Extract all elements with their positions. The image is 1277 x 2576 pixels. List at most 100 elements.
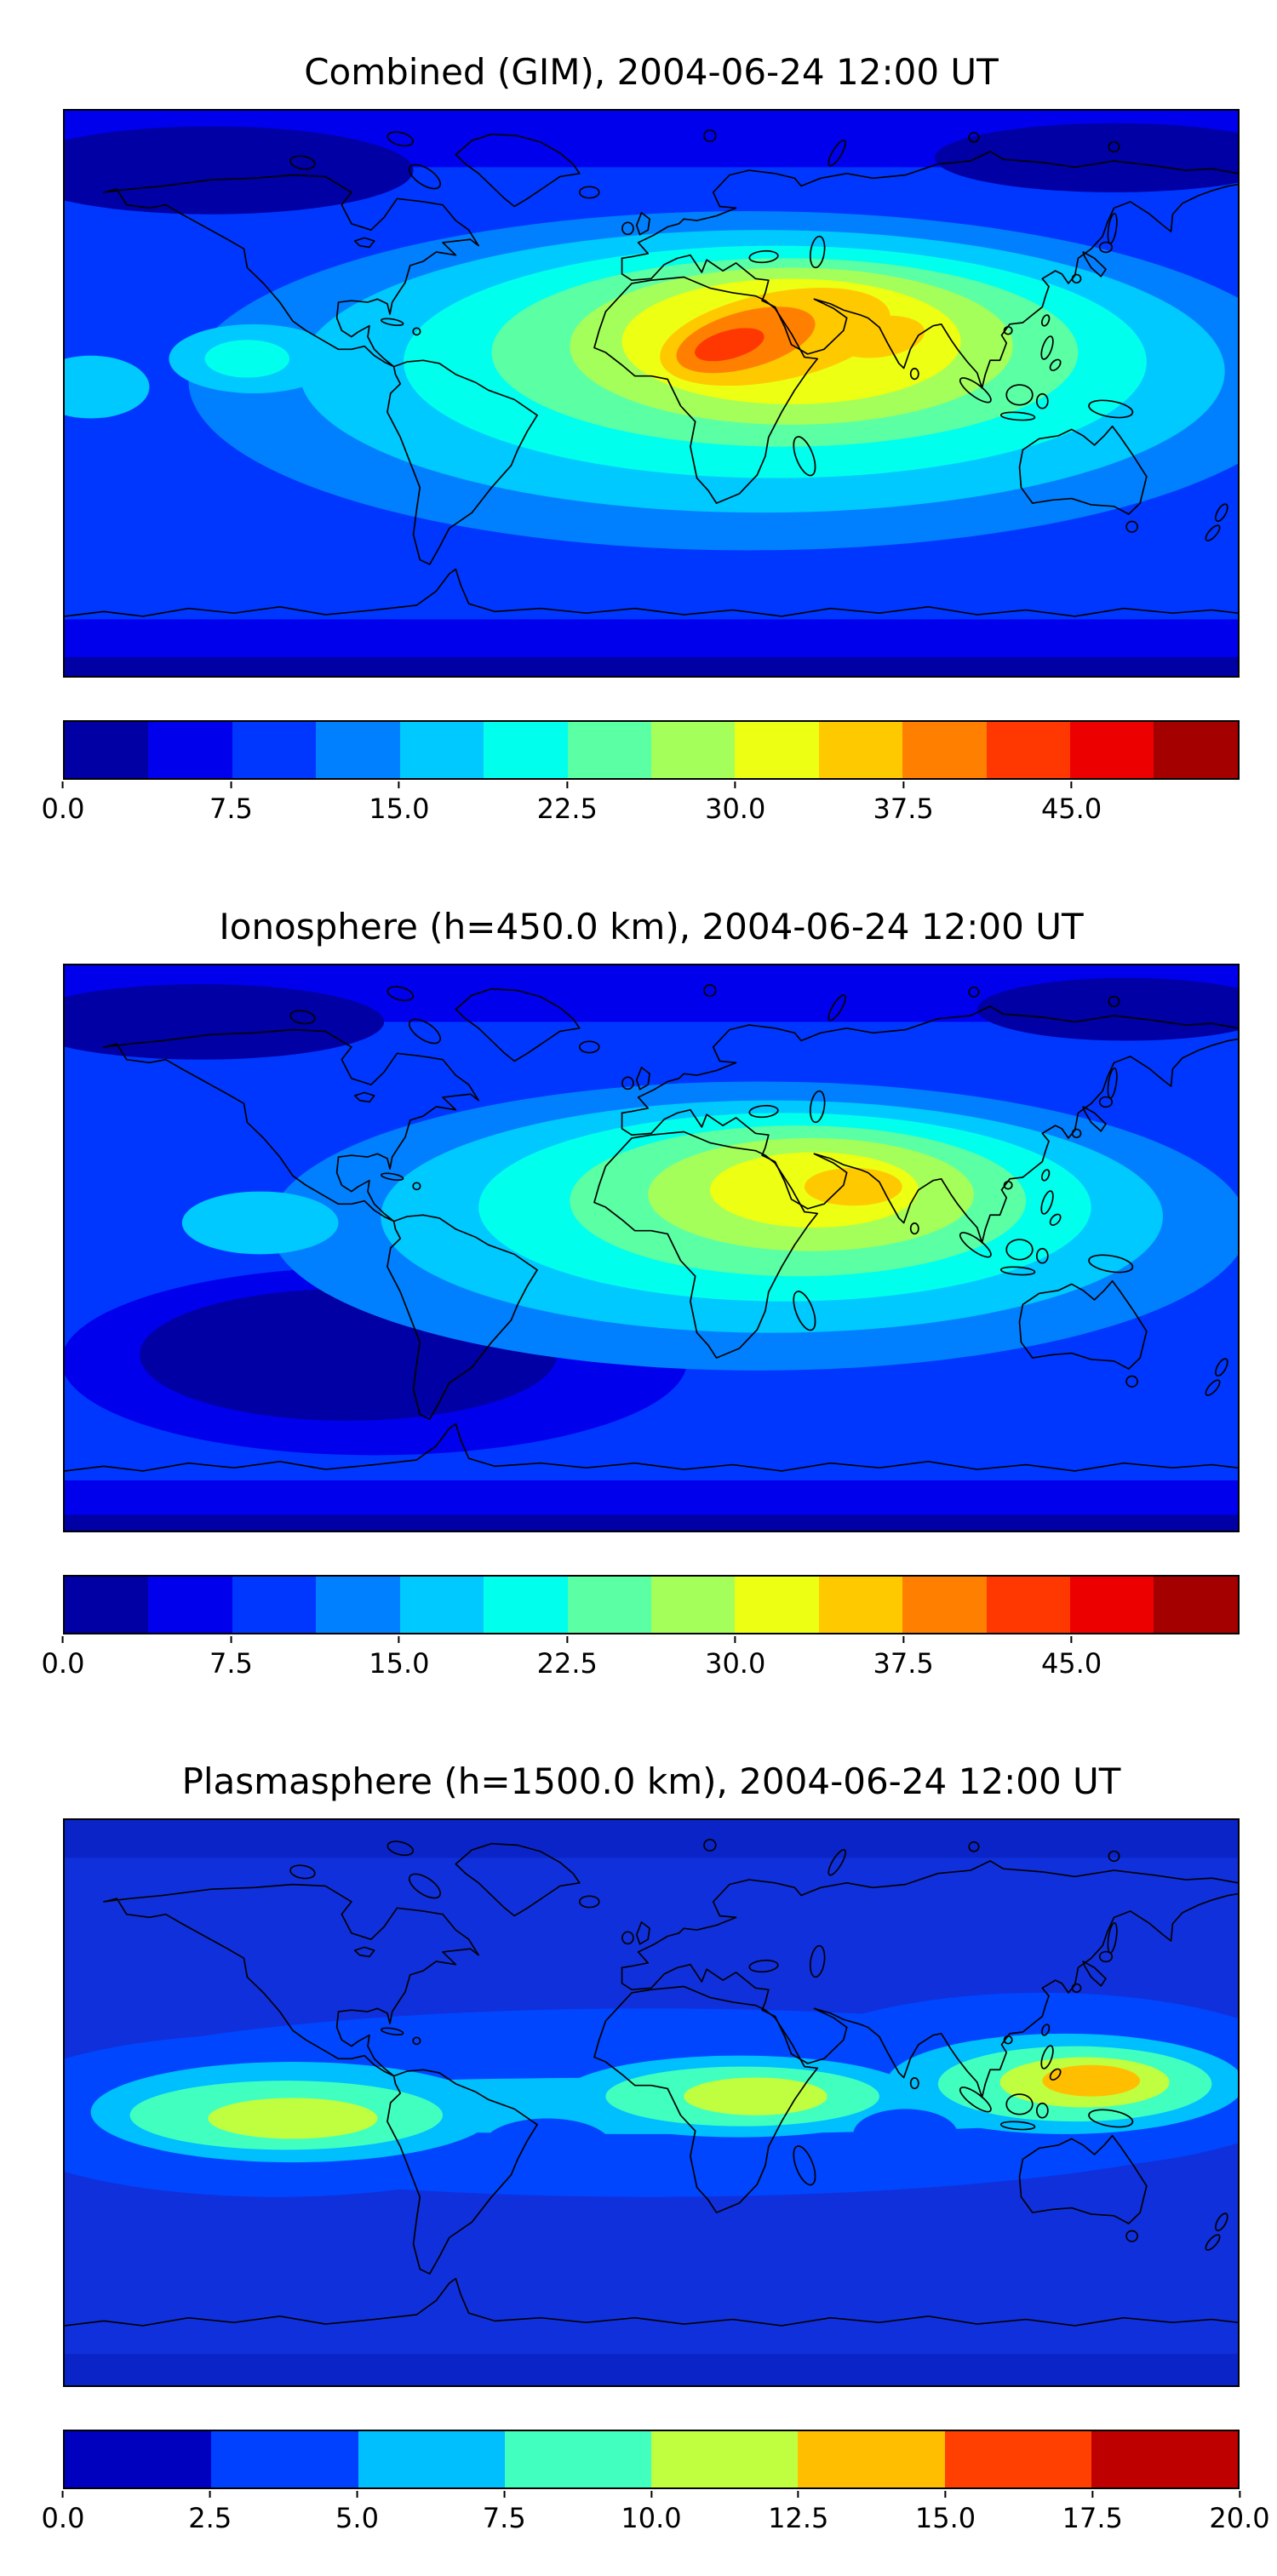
island-victoria (289, 155, 316, 170)
colorbar-tick: 15.0 (369, 781, 429, 825)
coast-eurasia-south (621, 183, 1238, 389)
island-sumatra (959, 377, 992, 404)
coast-eurasia-north (621, 151, 1238, 260)
island-sulawesi (1035, 392, 1049, 409)
tick-label: 17.5 (1062, 2502, 1123, 2534)
colorbar-segment (1091, 2431, 1238, 2487)
tick-mark (650, 2491, 652, 2498)
coast-australia (1018, 425, 1148, 515)
tick-label: 20.0 (1209, 2502, 1270, 2534)
island-cuba (380, 318, 404, 327)
tick-label: 45.0 (1040, 793, 1102, 825)
tick-mark (797, 2491, 799, 2498)
tec-map-svg-ionosphere (65, 965, 1238, 1531)
panel-title: Ionosphere (h=450.0 km), 2004-06-24 12:0… (219, 906, 1084, 947)
tec-contours-plasmasphere (65, 1820, 1238, 2385)
colorbar-segment (358, 2431, 505, 2487)
coast-greenland (455, 133, 581, 208)
island-java (999, 411, 1036, 421)
panel-plasmasphere: Plasmasphere (h=1500.0 km), 2004-06-24 1… (42, 1759, 1270, 2576)
colorbar-tick: 0.0 (42, 781, 84, 825)
coast-japan (1082, 251, 1107, 278)
tick-label: 10.0 (621, 2502, 682, 2534)
colorbar-plasmasphere (63, 2430, 1240, 2489)
colorbar-tick: 7.5 (209, 1636, 253, 1680)
tick-mark (61, 1636, 64, 1643)
tick-mark (503, 2491, 506, 2498)
tec-contours-ionosphere (65, 965, 1238, 1531)
island-madagascar (793, 436, 816, 477)
colorbar-segment (735, 1577, 819, 1633)
tick-mark (902, 1636, 905, 1643)
tick-label: 45.0 (1040, 1647, 1102, 1680)
colorbar-segment (1154, 1577, 1238, 1633)
world-map-plasmasphere (63, 1818, 1240, 2387)
colorbar-tick: 12.5 (768, 2491, 828, 2534)
colorbar-tick: 22.5 (537, 1636, 598, 1680)
sea-black (748, 249, 779, 264)
tick-label: 22.5 (536, 1647, 598, 1680)
colorbar-tick: 17.5 (1062, 2491, 1123, 2534)
island-baffin (408, 163, 441, 190)
colorbar-tick: 15.0 (915, 2491, 976, 2534)
tick-label: 30.0 (705, 1647, 766, 1680)
island-new-guinea (1088, 399, 1134, 419)
colorbar-segment (650, 722, 736, 778)
colorbar-segment (65, 1577, 149, 1633)
island-severnaya-zemlya (968, 131, 980, 143)
island-nz-south (1205, 524, 1221, 541)
coast-antarctica (65, 568, 1238, 617)
island-ireland (621, 221, 634, 236)
colorbar-segment (316, 722, 400, 778)
island-hainan (1003, 325, 1013, 335)
tick-label: 37.5 (873, 1647, 934, 1680)
island-luzon (1040, 335, 1054, 360)
colorbar-tick: 10.0 (621, 2491, 682, 2534)
colorbar-segment (399, 1577, 484, 1633)
tick-mark (1070, 781, 1073, 788)
island-new-siberian (1108, 140, 1120, 153)
tick-label: 15.0 (914, 2502, 976, 2534)
tick-label: 30.0 (705, 793, 766, 825)
panel-combined: Combined (GIM), 2004-06-24 12:00 UT (42, 49, 1240, 867)
colorbar-tick: 15.0 (369, 1636, 429, 1680)
great-lakes (353, 237, 375, 249)
tick-mark (1239, 2491, 1240, 2498)
colorbar-segment (1070, 722, 1154, 778)
tick-label: 22.5 (536, 793, 598, 825)
colorbar-segment (818, 1577, 903, 1633)
colorbar-ionosphere (63, 1575, 1240, 1634)
tec-map-svg-plasmasphere (65, 1820, 1238, 2385)
colorbar-segment (65, 2431, 212, 2487)
colorbar-segment (65, 722, 149, 778)
tick-label: 7.5 (209, 1647, 253, 1680)
colorbar-segment (504, 2431, 651, 2487)
colorbar-segment (944, 2431, 1091, 2487)
island-iceland (578, 186, 600, 199)
colorbar-segment (986, 1577, 1071, 1633)
panel-title: Plasmasphere (h=1500.0 km), 2004-06-24 1… (181, 1760, 1121, 1802)
tick-mark (944, 2491, 947, 2498)
island-tasmania (1125, 520, 1138, 533)
colorbar-segment (484, 722, 568, 778)
tec-contours-combined (65, 111, 1238, 676)
island-hokkaido (1098, 241, 1114, 254)
tick-label: 15.0 (369, 793, 430, 825)
tick-label: 7.5 (482, 2502, 526, 2534)
colorbar-segment (735, 722, 819, 778)
island-taiwan (1040, 314, 1051, 327)
island-hispaniola (412, 327, 421, 336)
panel-ionosphere: Ionosphere (h=450.0 km), 2004-06-24 12:0… (42, 904, 1240, 1721)
colorbar-tick: 0.0 (42, 2491, 84, 2534)
colorbar-segment (148, 722, 232, 778)
colorbar-tick: 30.0 (705, 1636, 765, 1680)
colorbar-segment (650, 1577, 736, 1633)
colorbar-ticks-plasmasphere: 0.0 2.5 5.0 7.5 10.0 12.5 15.0 17.5 20.0 (42, 2491, 1270, 2550)
colorbar-tick: 45.0 (1041, 1636, 1102, 1680)
colorbar-segment (232, 722, 317, 778)
colorbar-segment (1154, 722, 1238, 778)
coast-britain (635, 212, 650, 236)
colorbar-segment (232, 1577, 317, 1633)
tick-mark (734, 781, 736, 788)
